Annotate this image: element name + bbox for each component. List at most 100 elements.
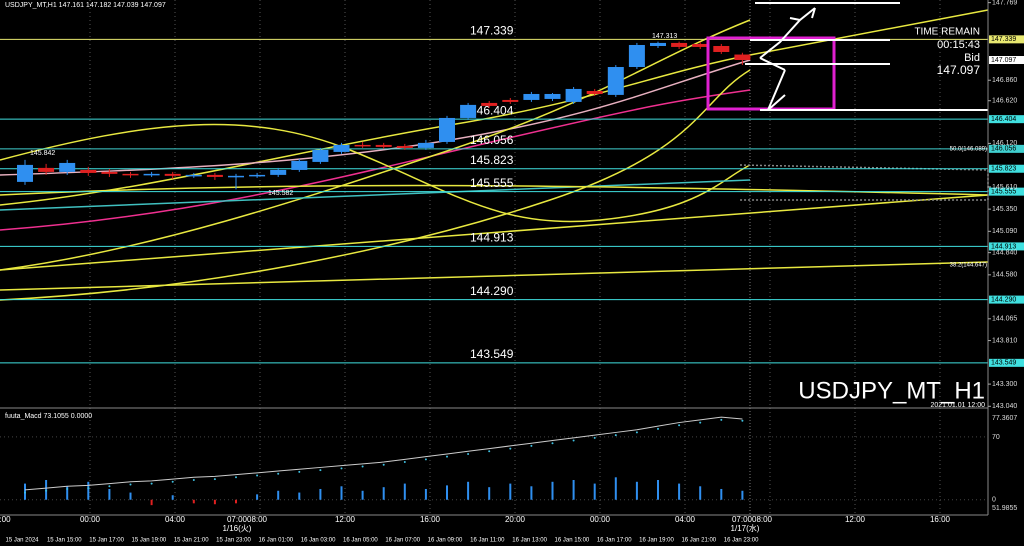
fib-label: 38.2(144.647) (950, 263, 987, 269)
band-line (0, 19, 751, 271)
macd-bar (551, 481, 554, 500)
macd-signal (171, 480, 174, 483)
macd-bar (382, 487, 385, 500)
macd-signal (741, 419, 744, 422)
x-minor-label: 16 Jan 23:00 (724, 538, 759, 544)
level-tag-label: 147.339 (991, 36, 1016, 43)
macd-signal (593, 436, 596, 439)
macd-min: 51.9855 (992, 505, 1017, 512)
macd-bar (635, 481, 638, 500)
band-line (0, 123, 751, 223)
x-date-label: 1/16(火) (223, 524, 252, 533)
watermark: USDJPY_MT_H1 (798, 377, 985, 404)
x-minor-label: 16 Jan 01:00 (258, 538, 293, 544)
grid (89, 0, 941, 515)
macd-signal (403, 461, 406, 464)
macd-signal (340, 467, 343, 470)
macd-bar (572, 480, 575, 500)
macd-bar (340, 486, 343, 500)
level-tag-label: 144.913 (991, 243, 1016, 250)
macd-max: 77.3607 (992, 415, 1017, 422)
macd-signal (382, 463, 385, 466)
x-minor-label: 15 Jan 21:00 (174, 538, 209, 544)
macd-bar (277, 490, 280, 500)
candle-body (185, 174, 202, 177)
macd-signal (488, 450, 491, 453)
macd-signal (129, 483, 132, 486)
candles (17, 41, 751, 190)
trend-line (0, 194, 989, 271)
macd-bar (319, 488, 322, 500)
candle-body (143, 173, 160, 176)
y-tick-label: 146.620 (992, 98, 1017, 105)
trend-line (0, 184, 989, 196)
y-tick-label: 143.300 (992, 381, 1017, 388)
indicator-lines (0, 9, 989, 301)
x-tick-label: 07:0008:00 (732, 515, 773, 524)
macd-signal (509, 447, 512, 450)
macd-signal (657, 427, 659, 430)
macd-bar (699, 486, 702, 500)
candle-body (122, 173, 139, 176)
timer: 00:15:43 (937, 39, 980, 51)
candle-body (228, 175, 244, 178)
macd-bar (446, 485, 448, 500)
x-minor-label: 15 Jan 15:00 (47, 538, 82, 544)
macd-bar (235, 499, 237, 504)
y-tick-label: 146.120 (992, 140, 1017, 147)
x-tick-label: 16:00 (930, 515, 951, 524)
macd-bar (467, 481, 470, 500)
macd-signal (635, 431, 638, 434)
x-tick-label: 16:00 (420, 515, 441, 524)
x-minor-label: 16 Jan 11:00 (470, 538, 505, 544)
x-tick-label: 04:00 (675, 515, 696, 524)
macd-signal (108, 485, 111, 488)
x-tick-label: 12:00 (845, 515, 866, 524)
x-tick-label: :00 (0, 515, 11, 524)
level-label: 144.913 (470, 231, 514, 245)
x-tick-label: 07:0008:00 (227, 515, 268, 524)
level-label: 145.555 (470, 176, 514, 190)
x-date-label: 1/17(水) (731, 523, 760, 533)
macd-signal (24, 491, 26, 494)
candle-body (607, 67, 624, 95)
candle-body (375, 144, 392, 147)
macd-bar (741, 490, 744, 500)
macd-signal (213, 478, 216, 481)
trend-line (0, 179, 751, 211)
macd-signal (45, 489, 48, 492)
x-minor-label: 15 Jan 19:00 (132, 538, 167, 544)
fib-label: 50.0(146.089) (950, 147, 987, 153)
macd-signal (256, 474, 259, 477)
candle-body (481, 102, 498, 106)
x-minor-label: 16 Jan 21:00 (681, 538, 716, 544)
macd-bar (192, 499, 195, 504)
macd-bar (403, 483, 406, 500)
trend-line (0, 261, 989, 291)
macd-panel: fuuta_Macd 73.1055 0.0000 70 0 77.3607 51.98… (0, 413, 1017, 512)
macd-bar (213, 499, 216, 505)
macd-signal (66, 487, 69, 490)
candle-body (249, 174, 266, 177)
level-tag (989, 144, 1024, 153)
candle-body (206, 174, 223, 177)
level-tag (989, 295, 1024, 304)
macd-signal (446, 455, 448, 458)
x-minor-label: 16 Jan 19:00 (639, 538, 674, 544)
macd-bar (530, 486, 533, 500)
level-tag (989, 242, 1024, 251)
macd-bar (150, 499, 153, 506)
macd-bar (424, 488, 427, 500)
bid-tag-label: 147.097 (991, 57, 1016, 64)
level-tag-label: 144.290 (991, 296, 1016, 303)
level-tag (989, 358, 1024, 367)
macd-bar (488, 487, 491, 500)
x-minor-label: 16 Jan 07:00 (385, 538, 420, 544)
macd-signal (551, 442, 554, 445)
level-tag (989, 187, 1024, 196)
macd-bar (298, 492, 301, 500)
x-minor-label: 16 Jan 09:00 (428, 538, 463, 544)
candle-body (692, 43, 709, 47)
macd-signal (467, 452, 470, 455)
